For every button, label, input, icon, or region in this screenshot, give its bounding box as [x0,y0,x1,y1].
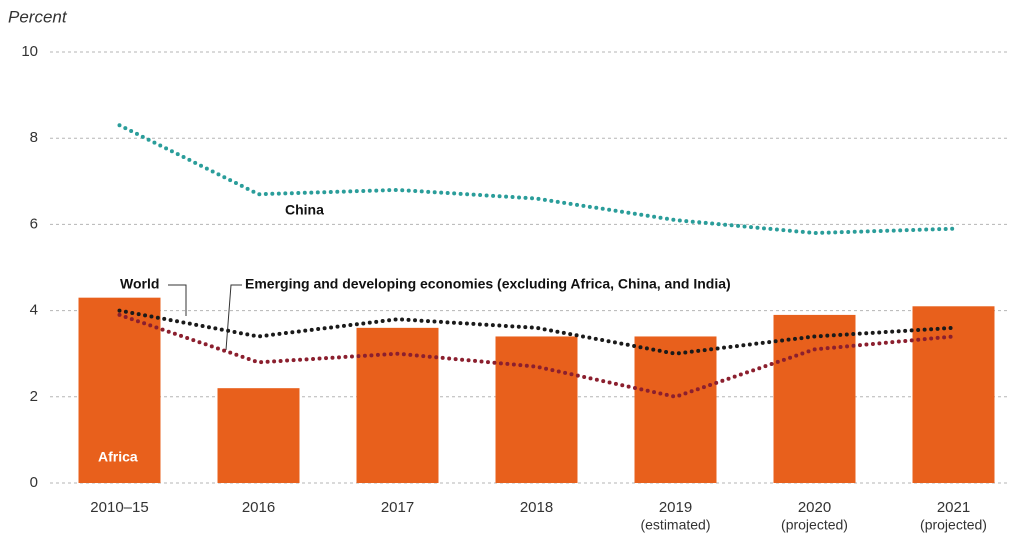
x-tick-label: 2019 [659,499,692,516]
x-tick-label: 2021 [937,499,970,516]
y-tick-label: 8 [30,129,38,146]
bar [912,306,995,483]
line [117,312,956,399]
series-label: China [285,202,324,218]
world-leader [168,284,187,316]
series-label: Africa [98,449,138,465]
x-tick-label: 2010–15 [90,499,148,516]
line [117,308,956,356]
bar [495,336,578,483]
series-label: Emerging and developing economies (exclu… [245,276,731,292]
y-tick-label: 10 [21,43,38,60]
x-tick-note: (estimated) [640,517,710,533]
bar [634,336,717,483]
bar [356,327,439,483]
x-tick-label: 2017 [381,499,414,516]
bar [217,388,300,483]
emerging-leader [225,284,242,351]
y-tick-label: 4 [30,302,38,319]
x-tick-label: 2016 [242,499,275,516]
y-axis-label: Percent [8,7,68,26]
line [117,123,956,236]
series-label: World [120,276,159,292]
leaders [168,284,242,351]
x-tick-note: (projected) [781,517,848,533]
x-tick-label: 2018 [520,499,553,516]
bar [773,314,856,483]
y-tick-label: 2 [30,388,38,405]
x-tick-label: 2020 [798,499,831,516]
y-tick-label: 6 [30,215,38,232]
x-tick-note: (projected) [920,517,987,533]
y-tick-label: 0 [30,474,38,491]
bar [78,297,161,483]
